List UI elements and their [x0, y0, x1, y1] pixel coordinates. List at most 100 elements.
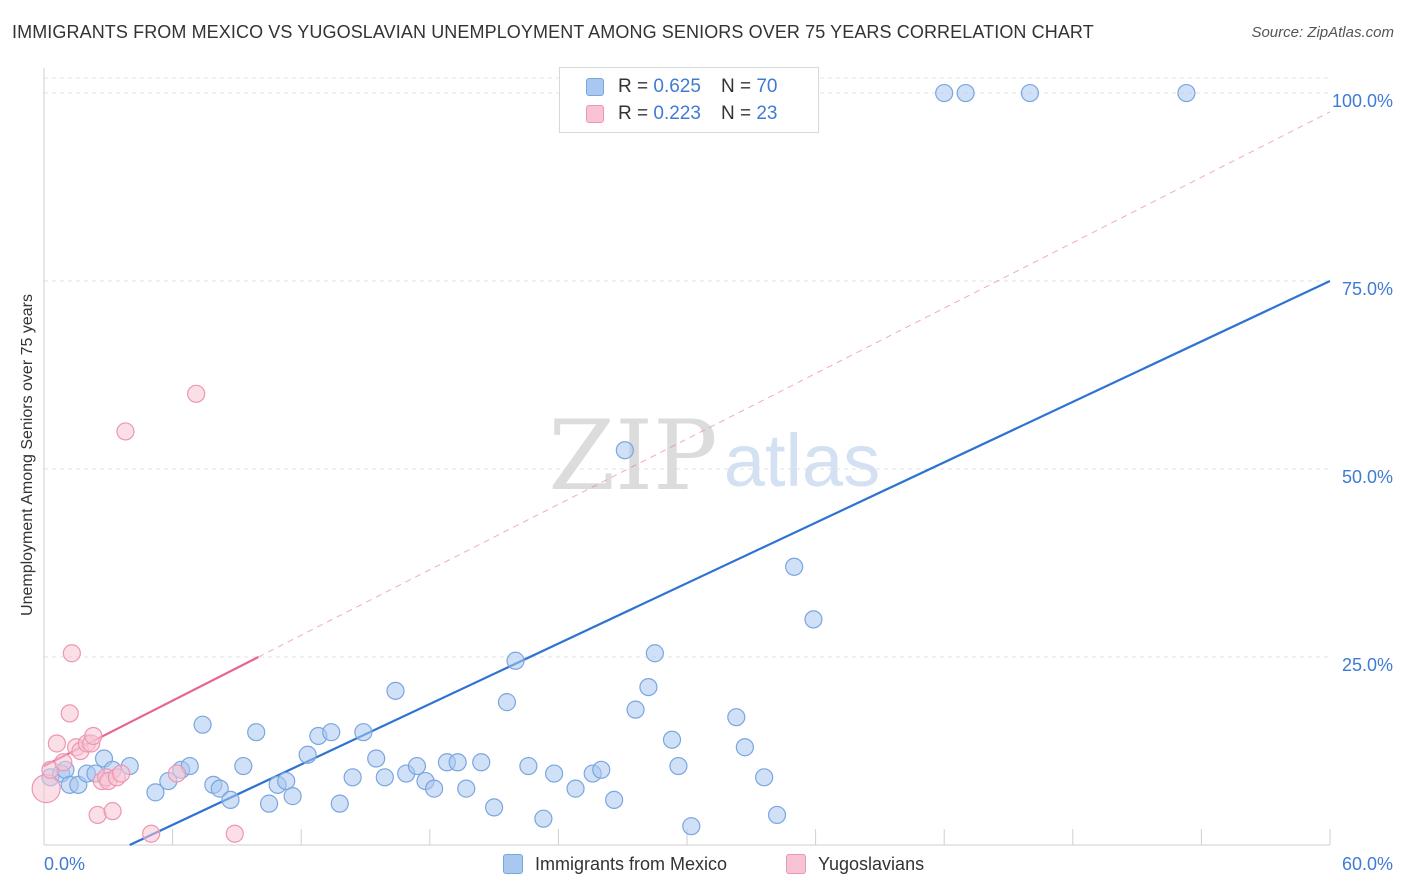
data-point	[298, 745, 317, 764]
data-point	[605, 790, 624, 809]
data-point	[534, 809, 553, 828]
data-point	[112, 764, 131, 783]
data-point	[485, 798, 504, 817]
data-point	[283, 787, 302, 806]
data-point	[457, 779, 476, 798]
data-point	[225, 824, 244, 843]
legend-r-value: 0.223	[653, 103, 701, 124]
data-point	[259, 794, 279, 813]
data-point	[62, 644, 81, 663]
trend-line-extension-1	[258, 111, 1331, 658]
data-point	[187, 384, 206, 403]
data-point	[956, 83, 975, 103]
data-point	[935, 83, 954, 103]
data-point	[277, 771, 296, 791]
data-point	[804, 610, 823, 629]
data-point	[1177, 83, 1196, 103]
data-point	[31, 774, 61, 804]
data-points	[31, 83, 1196, 843]
data-point	[84, 726, 103, 746]
data-point	[103, 802, 122, 821]
data-point	[785, 557, 804, 576]
watermark: ZIP atlas	[548, 400, 880, 512]
data-point	[54, 753, 73, 772]
data-point	[592, 760, 611, 779]
data-point	[448, 753, 467, 772]
data-point	[88, 805, 107, 825]
data-point	[234, 756, 253, 776]
data-point	[210, 779, 229, 798]
legend-row-yugoslavians: R = 0.223 N = 23	[586, 102, 777, 126]
data-point	[322, 723, 341, 742]
data-point	[354, 723, 373, 742]
data-point	[472, 753, 491, 772]
bottom-legend-label-mexico: Immigrants from Mexico	[535, 853, 728, 874]
y-tick-label: 25.0%	[1342, 655, 1393, 675]
data-point	[330, 794, 349, 813]
legend-r-value: 0.625	[653, 76, 701, 97]
data-point	[735, 738, 754, 757]
data-point	[506, 651, 525, 670]
data-point	[669, 756, 688, 776]
data-point	[367, 749, 386, 768]
data-point	[727, 708, 746, 727]
legend-r-label: R =	[618, 103, 649, 124]
data-point	[645, 644, 664, 663]
data-point	[424, 779, 444, 798]
data-point	[626, 700, 645, 719]
bottom-legend-yugoslavians: Yugoslavians	[786, 852, 924, 876]
watermark-atlas: atlas	[724, 419, 880, 502]
grid-lines	[44, 77, 1330, 658]
source-credit: Source: ZipAtlas.com	[1251, 24, 1394, 41]
x-tick-label: 60.0%	[1342, 854, 1393, 874]
data-point	[375, 768, 394, 787]
x-tick-label: 0.0%	[44, 854, 85, 874]
data-point	[193, 715, 212, 734]
data-point	[1020, 83, 1040, 103]
y-tick-label: 75.0%	[1342, 279, 1393, 299]
data-point	[343, 768, 362, 787]
legend-n-value: 23	[756, 103, 778, 124]
legend-r-label: R =	[618, 76, 649, 97]
data-point	[247, 723, 266, 742]
data-point	[755, 768, 774, 787]
legend-n-value: 70	[756, 76, 778, 97]
data-point	[639, 677, 658, 697]
trend-line-0	[129, 280, 1331, 846]
legend-swatch-yugoslavians	[586, 105, 604, 123]
legend-swatch-mexico	[586, 78, 604, 96]
data-point	[60, 704, 79, 723]
legend-n-label: N =	[720, 103, 752, 124]
data-point	[545, 764, 564, 783]
y-tick-label: 100.0%	[1332, 91, 1393, 111]
data-point	[615, 441, 634, 460]
data-point	[47, 734, 66, 753]
data-point	[566, 779, 585, 798]
data-point	[386, 681, 405, 700]
legend-row-mexico: R = 0.625 N = 70	[586, 75, 777, 99]
data-point	[519, 756, 538, 776]
axes	[43, 68, 1331, 846]
data-point	[682, 817, 701, 836]
chart-title: IMMIGRANTS FROM MEXICO VS YUGOSLAVIAN UN…	[12, 22, 1094, 42]
bottom-legend-swatch-yugoslavians	[786, 854, 806, 874]
data-point	[167, 764, 186, 783]
legend-n-label: N =	[720, 76, 752, 97]
data-point	[146, 783, 165, 802]
y-tick-label: 50.0%	[1342, 467, 1393, 487]
tick-labels: 25.0% 50.0% 75.0% 100.0% 0.0% 60.0%	[44, 91, 1393, 874]
data-point	[662, 730, 682, 749]
correlation-legend: R = 0.625 N = 70 R = 0.223 N = 23	[559, 67, 819, 133]
data-point	[497, 693, 517, 712]
y-axis-title: Unemployment Among Seniors over 75 years	[19, 294, 36, 616]
data-point	[767, 805, 787, 825]
bottom-legend-mexico: Immigrants from Mexico	[503, 852, 727, 876]
data-point	[221, 790, 240, 809]
bottom-legend-label-yugoslavians: Yugoslavians	[818, 853, 925, 874]
data-point	[116, 422, 135, 441]
bottom-legend-swatch-mexico	[503, 854, 523, 874]
data-point	[407, 756, 427, 776]
watermark-zip: ZIP	[548, 400, 717, 512]
data-point	[142, 824, 161, 843]
